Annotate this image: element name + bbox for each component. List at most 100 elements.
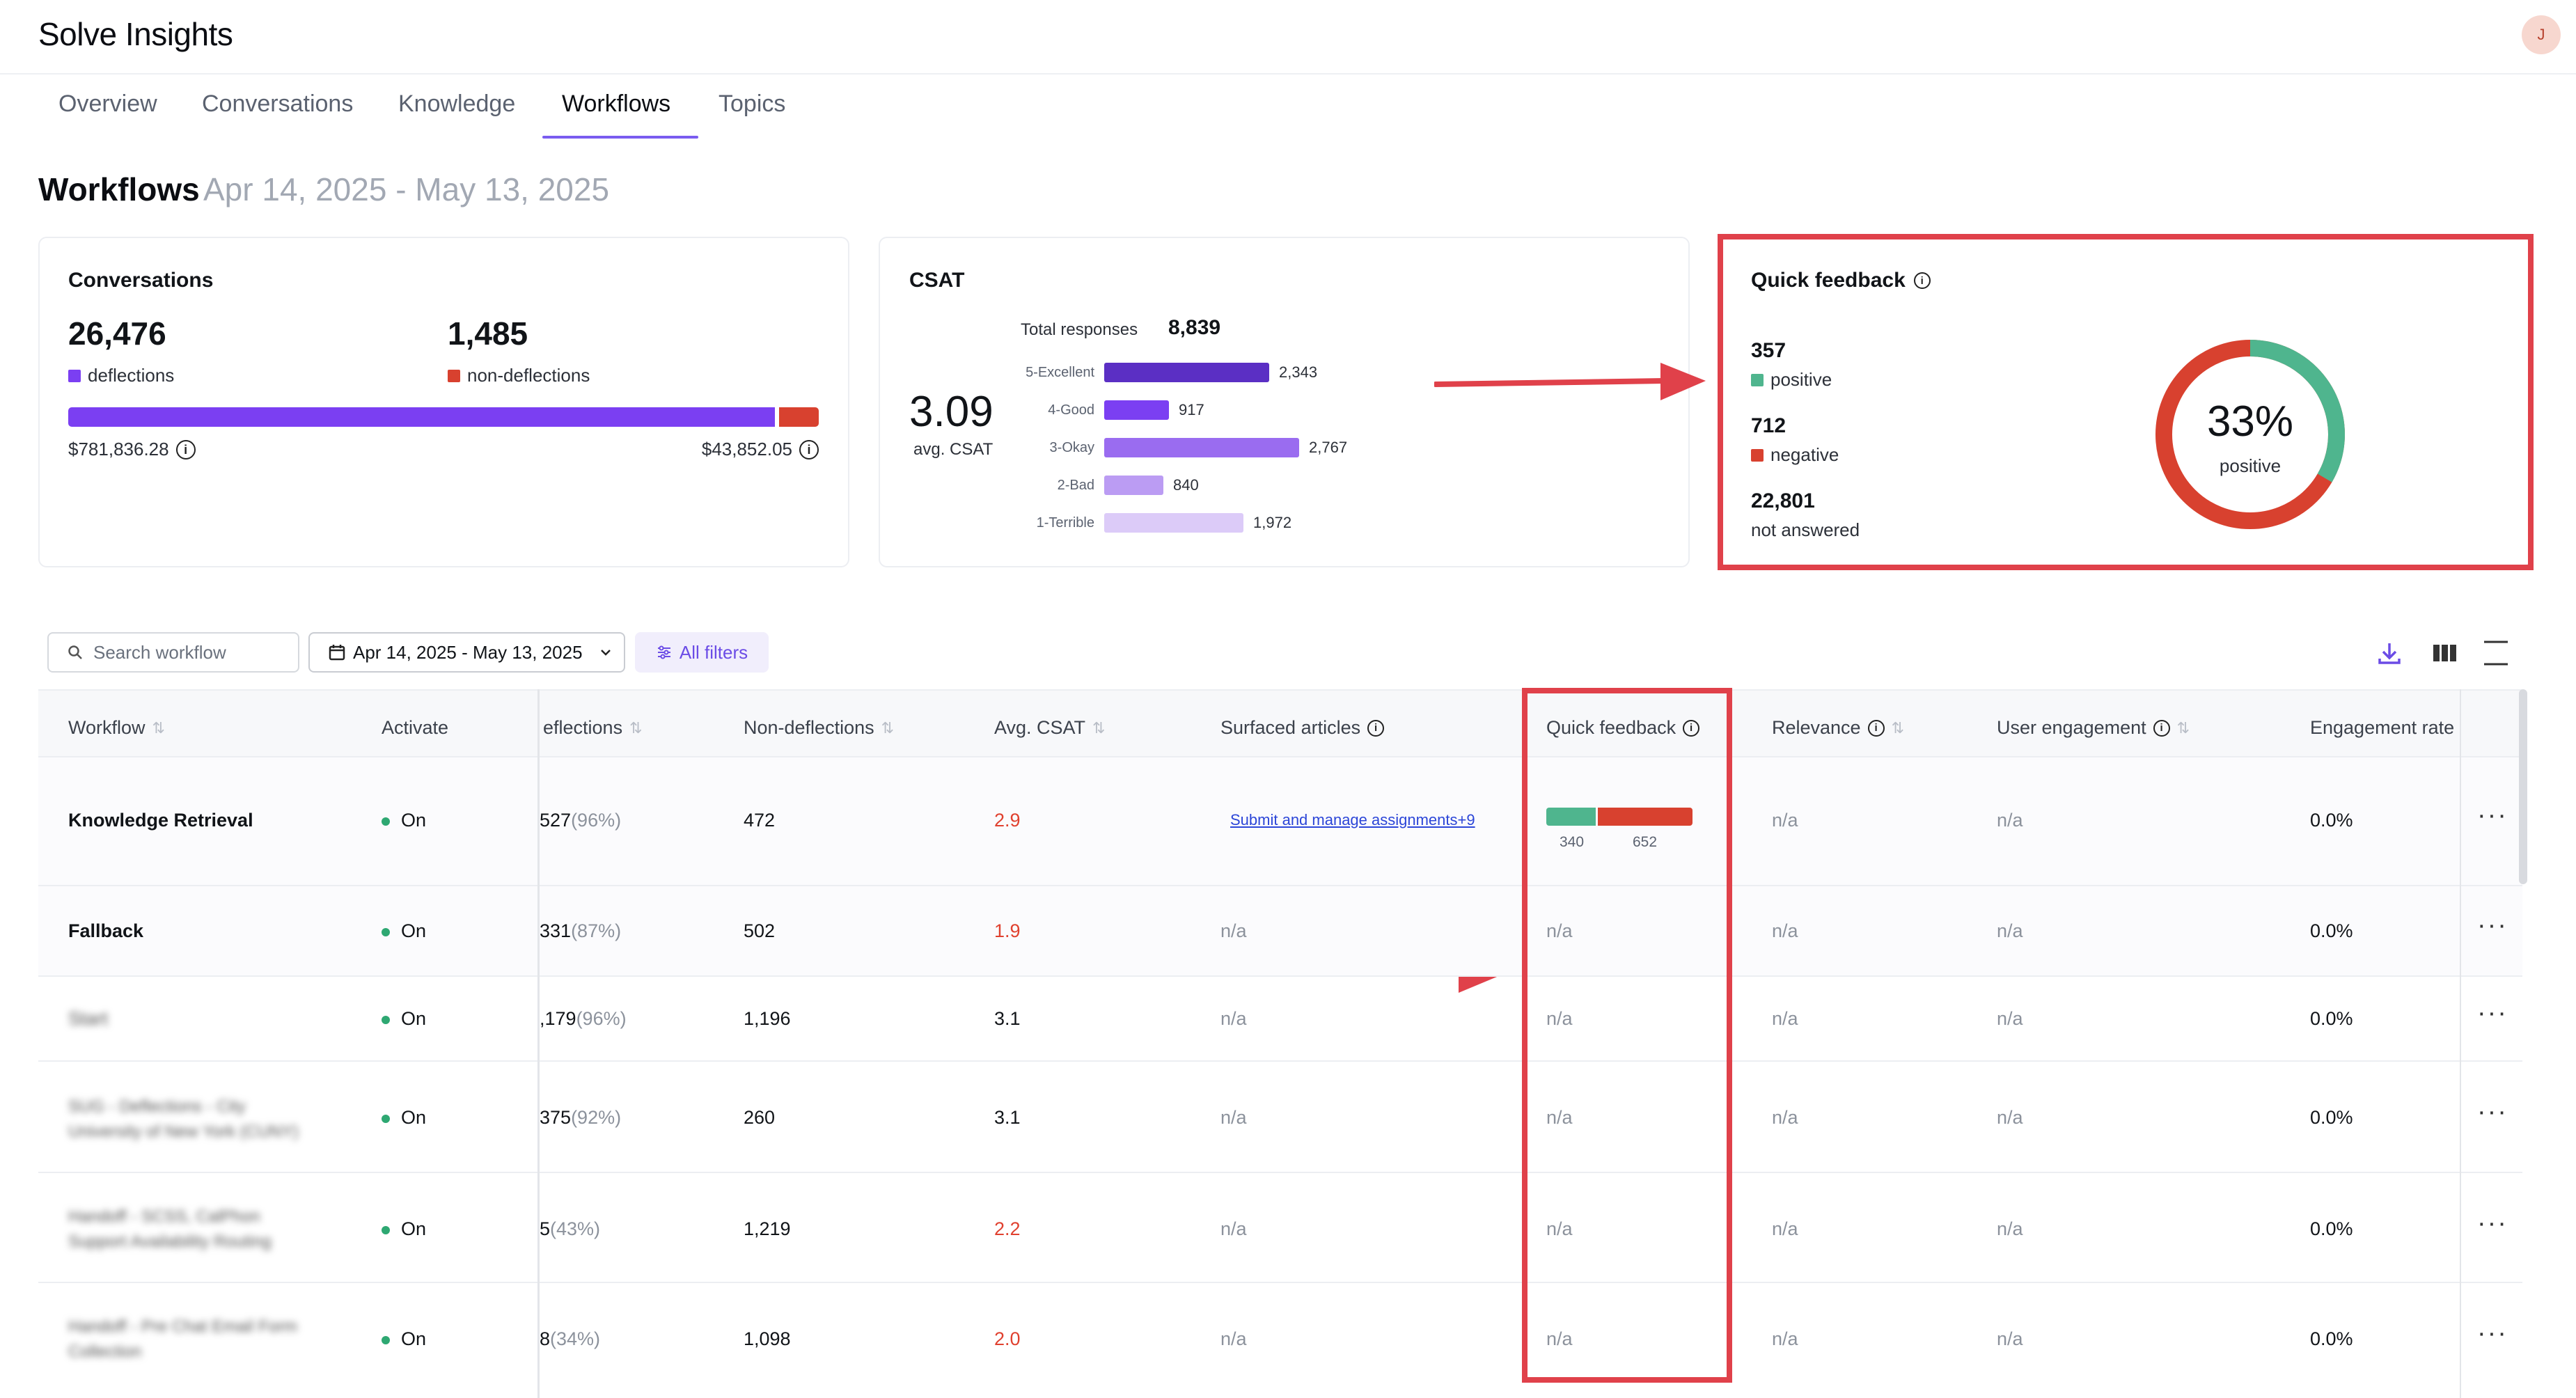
all-filters-button[interactable]: All filters — [635, 632, 769, 673]
csat-bar[interactable] — [1104, 363, 1269, 382]
activate-label: On — [401, 810, 427, 831]
tab-workflows[interactable]: Workflows — [562, 91, 671, 117]
sort-icon[interactable]: ⇅ — [1092, 718, 1106, 737]
column-header-surfaced-articles[interactable]: Surfaced articles i — [1220, 717, 1385, 739]
csat-bar[interactable] — [1104, 400, 1169, 420]
tab-conversations[interactable]: Conversations — [202, 91, 354, 117]
csat-bar[interactable] — [1104, 438, 1299, 457]
qf-negative-value: 712 — [1751, 414, 1786, 437]
csat-bar[interactable] — [1104, 513, 1243, 533]
sort-icon[interactable]: ⇅ — [2176, 718, 2190, 737]
info-icon[interactable]: i — [799, 439, 819, 460]
csat-bar-label: 2-Bad — [1057, 477, 1094, 493]
sort-icon[interactable]: ⇅ — [152, 718, 165, 737]
column-header-avg-csat[interactable]: Avg. CSAT ⇅ — [994, 717, 1105, 739]
row-density-icon[interactable] — [2482, 638, 2510, 668]
header-label: Surfaced articles — [1220, 717, 1361, 738]
column-header-user-engagement[interactable]: User engagement i ⇅ — [1997, 717, 2190, 739]
workflow-name[interactable]: SUG - Deflections - City University of N… — [68, 1097, 299, 1141]
more-options-icon[interactable]: ··· — [2477, 998, 2508, 1028]
table-row[interactable] — [38, 886, 2522, 977]
info-icon[interactable]: i — [1867, 719, 1885, 737]
more-options-icon[interactable]: ··· — [2477, 911, 2508, 940]
csat-bar-row: 2-Bad 840 — [1018, 473, 1199, 497]
activate-status[interactable]: On — [382, 1008, 426, 1030]
csat-card-title: CSAT — [909, 269, 965, 292]
tab-overview[interactable]: Overview — [58, 91, 157, 117]
csat-bar[interactable] — [1104, 476, 1163, 495]
sort-icon[interactable]: ⇅ — [629, 718, 643, 737]
info-icon[interactable]: i — [1683, 719, 1700, 737]
relevance-cell: n/a — [1772, 1328, 1798, 1349]
table-row[interactable] — [38, 1173, 2522, 1283]
workflow-name[interactable]: Knowledge Retrieval — [68, 810, 253, 831]
activate-status[interactable]: On — [382, 1218, 426, 1240]
download-icon[interactable] — [2375, 639, 2403, 667]
more-options-icon[interactable]: ··· — [2477, 801, 2508, 830]
qf-positive-label: positive — [1770, 369, 1832, 390]
activate-status[interactable]: On — [382, 810, 426, 831]
workflow-name[interactable]: Handoff - SCSS, CalPhon Support Availabi… — [68, 1207, 272, 1251]
user-engagement-cell: n/a — [1997, 810, 2023, 831]
deflections-swatch — [68, 369, 81, 382]
deflections-count: 331 — [540, 920, 572, 941]
activate-status[interactable]: On — [382, 1328, 426, 1350]
sort-icon[interactable]: ⇅ — [881, 718, 895, 737]
column-header-activate[interactable]: Activate — [382, 717, 448, 739]
more-options-icon[interactable]: ··· — [2477, 1209, 2508, 1238]
surfaced-articles-cell: n/a — [1220, 1328, 1247, 1349]
surfaced-articles-link[interactable]: Submit and manage assignments+9 — [1230, 811, 1475, 828]
avg-csat-cell: 2.9 — [994, 810, 1021, 831]
deflections-cell: ,179(96%) — [540, 1008, 627, 1030]
column-header-relevance[interactable]: Relevance i ⇅ — [1772, 717, 1904, 739]
tab-topics[interactable]: Topics — [718, 91, 786, 117]
workflow-name[interactable]: Start — [68, 1008, 109, 1029]
donut-label: positive — [2219, 455, 2282, 476]
search-input[interactable]: Search workflow — [47, 632, 299, 673]
table-row[interactable] — [38, 1062, 2522, 1173]
deflections-bar-segment — [68, 407, 775, 427]
more-options-icon[interactable]: ··· — [2477, 1319, 2508, 1348]
header-divider — [0, 73, 2576, 74]
non-deflections-cell: 1,098 — [744, 1328, 791, 1349]
more-options-icon[interactable]: ··· — [2477, 1097, 2508, 1126]
user-avatar[interactable]: J — [2522, 15, 2561, 54]
quick-feedback-cell: n/a — [1546, 1218, 1573, 1239]
table-row[interactable] — [38, 757, 2522, 886]
deflections-count: 8 — [540, 1328, 551, 1349]
header-label: Non-deflections — [744, 717, 874, 738]
table-scrollbar[interactable] — [2519, 689, 2527, 884]
column-header-workflow[interactable]: Workflow ⇅ — [68, 717, 165, 739]
info-icon[interactable]: i — [2153, 719, 2170, 737]
sort-icon[interactable]: ⇅ — [1891, 718, 1905, 737]
column-header-engagement-rate[interactable]: Engagement rate — [2310, 717, 2454, 739]
info-icon[interactable]: i — [1913, 272, 1931, 289]
info-icon[interactable]: i — [1367, 719, 1385, 737]
workflow-name[interactable]: Fallback — [68, 920, 144, 941]
non-deflections-label: non-deflections — [467, 365, 590, 386]
info-icon[interactable]: i — [175, 439, 196, 460]
avg-csat-cell: 3.1 — [994, 1107, 1021, 1128]
activate-status[interactable]: On — [382, 1107, 426, 1129]
avg-csat-cell: 2.0 — [994, 1328, 1021, 1349]
qf-negative-legend: negative — [1751, 444, 1839, 466]
csat-bar-row: 3-Okay 2,767 — [1018, 436, 1347, 460]
activate-status[interactable]: On — [382, 920, 426, 942]
columns-icon[interactable] — [2431, 641, 2459, 666]
column-header-deflections[interactable]: eflections ⇅ — [543, 717, 643, 739]
column-header-quick-feedback[interactable]: Quick feedback i — [1546, 717, 1700, 739]
status-dot — [382, 1335, 390, 1344]
deflections-cell: 375(92%) — [540, 1107, 621, 1129]
surfaced-articles-cell: n/a — [1220, 920, 1247, 941]
date-range-picker[interactable]: Apr 14, 2025 - May 13, 2025 — [308, 632, 625, 673]
table-row[interactable] — [38, 977, 2522, 1062]
deflections-count: ,179 — [540, 1008, 576, 1029]
column-header-non-deflections[interactable]: Non-deflections ⇅ — [744, 717, 894, 739]
quick-feedback-cell: n/a — [1546, 920, 1573, 941]
mini-bar-positive-count: 340 — [1560, 834, 1585, 850]
workflow-name[interactable]: Handoff - Pre Chat Email Form Collection — [68, 1317, 298, 1361]
qf-negative-label: negative — [1770, 444, 1839, 465]
relevance-cell: n/a — [1772, 1218, 1798, 1239]
tab-knowledge[interactable]: Knowledge — [398, 91, 516, 117]
csat-bar-value: 2,767 — [1309, 439, 1348, 456]
